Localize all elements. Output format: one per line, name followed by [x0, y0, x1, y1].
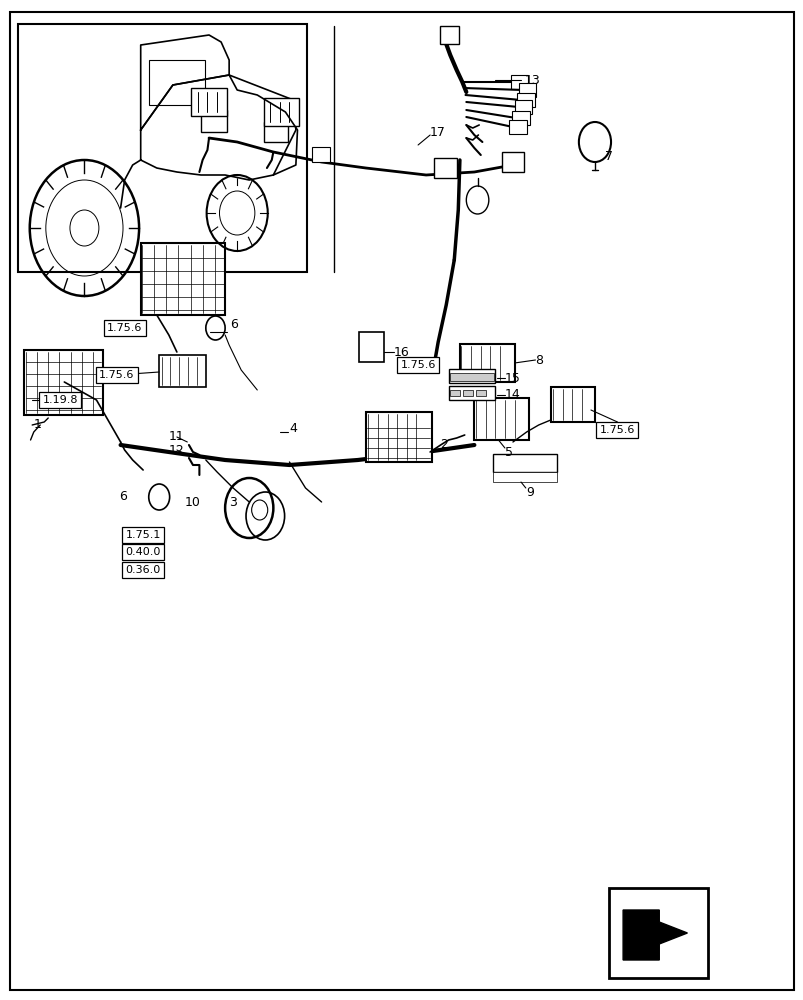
- Text: 7: 7: [604, 150, 612, 163]
- Bar: [24, 350, 103, 415]
- Bar: [263, 98, 299, 126]
- Text: 1.75.1: 1.75.1: [125, 530, 161, 540]
- Text: 4: 4: [289, 422, 297, 434]
- Text: 9: 9: [525, 486, 533, 498]
- Bar: [448, 386, 495, 400]
- Bar: [450, 373, 493, 381]
- Text: 13: 13: [524, 74, 540, 87]
- Text: 1.75.6: 1.75.6: [107, 323, 142, 333]
- Bar: [450, 390, 459, 396]
- Text: 12: 12: [169, 444, 185, 456]
- Bar: [474, 398, 528, 440]
- Text: 5: 5: [504, 446, 512, 458]
- Text: 1.75.6: 1.75.6: [400, 360, 435, 370]
- Polygon shape: [622, 910, 687, 960]
- Text: 8: 8: [535, 354, 543, 366]
- Text: 1: 1: [34, 418, 42, 432]
- Text: 6: 6: [119, 490, 127, 504]
- Bar: [492, 454, 556, 472]
- Bar: [510, 75, 528, 89]
- Bar: [512, 111, 529, 125]
- Text: 0.40.0: 0.40.0: [125, 547, 161, 557]
- Bar: [475, 390, 485, 396]
- Text: 3: 3: [229, 495, 237, 508]
- Bar: [312, 147, 329, 162]
- Text: 1.75.6: 1.75.6: [99, 370, 134, 380]
- Bar: [149, 60, 205, 105]
- Bar: [439, 26, 459, 44]
- Text: 0.36.0: 0.36.0: [125, 565, 161, 575]
- Text: 10: 10: [185, 495, 201, 508]
- Text: 15: 15: [504, 371, 520, 384]
- Text: 16: 16: [393, 346, 410, 359]
- Bar: [459, 344, 514, 382]
- Bar: [448, 369, 495, 383]
- Bar: [201, 110, 226, 132]
- Bar: [514, 100, 532, 114]
- Text: 14: 14: [504, 388, 520, 401]
- Bar: [492, 472, 556, 482]
- Bar: [463, 390, 472, 396]
- Bar: [359, 332, 383, 362]
- Bar: [365, 412, 431, 462]
- Bar: [550, 387, 594, 422]
- Text: 6: 6: [230, 318, 238, 332]
- Text: 17: 17: [430, 125, 446, 138]
- Text: 1.75.6: 1.75.6: [599, 425, 634, 435]
- Bar: [191, 88, 226, 116]
- Bar: [434, 158, 456, 178]
- Bar: [501, 152, 524, 172]
- Polygon shape: [141, 35, 229, 130]
- Bar: [159, 355, 206, 387]
- Bar: [516, 93, 534, 107]
- Bar: [263, 122, 287, 142]
- Text: 1.19.8: 1.19.8: [43, 395, 78, 405]
- Bar: [508, 120, 526, 134]
- Text: 11: 11: [169, 430, 185, 444]
- Polygon shape: [141, 75, 297, 180]
- Bar: [18, 24, 307, 272]
- Bar: [518, 83, 536, 97]
- Bar: [609, 888, 707, 978]
- Text: 2: 2: [440, 438, 448, 452]
- Bar: [141, 243, 225, 315]
